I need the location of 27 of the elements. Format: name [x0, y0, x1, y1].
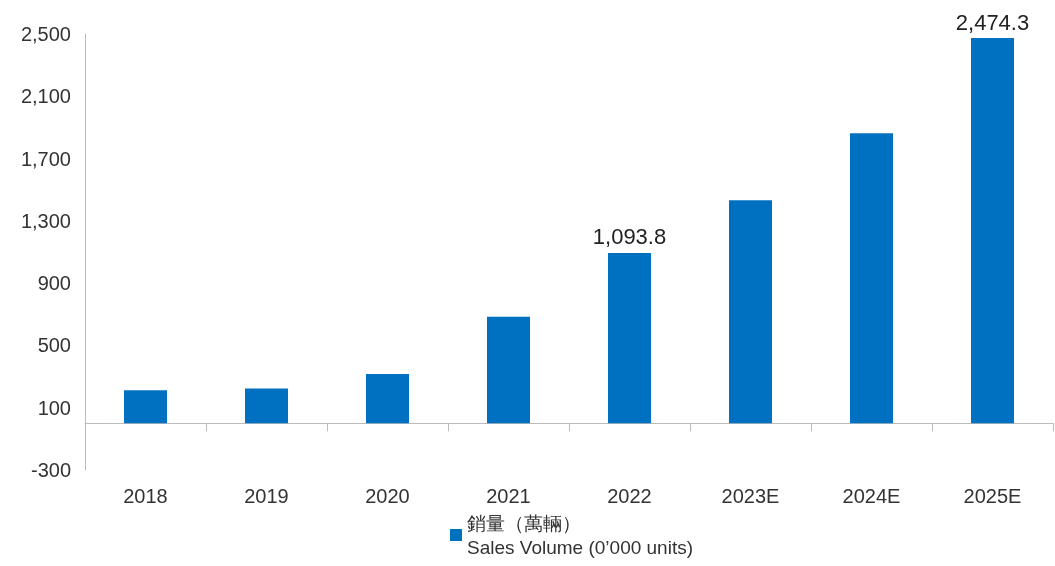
bar: [729, 200, 772, 424]
x-tick-label: 2025E: [963, 485, 1022, 507]
bar: [366, 374, 409, 424]
y-tick-label: 2,100: [20, 85, 71, 108]
y-tick-label: 1,300: [20, 209, 71, 232]
x-tick-label: 2018: [123, 485, 168, 507]
y-tick-label: 900: [37, 272, 71, 295]
data-label: 1,093.8: [592, 224, 667, 250]
legend-label: 銷量（萬輛） Sales Volume (0’000 units): [467, 512, 694, 558]
x-tick-label: 2019: [244, 485, 289, 507]
bar: [608, 252, 651, 424]
y-tick-label: 100: [37, 396, 71, 419]
y-tick-label: 500: [37, 334, 71, 357]
x-tick-label: 2023E: [721, 485, 780, 507]
x-tick-label: 2024E: [842, 485, 901, 507]
bar: [850, 133, 893, 424]
bar: [971, 38, 1014, 424]
x-tick-label: 2021: [486, 485, 531, 507]
bar: [124, 390, 167, 424]
data-label: 2,474.3: [955, 9, 1030, 35]
y-tick-label: 2,500: [20, 23, 71, 45]
bar: [245, 388, 288, 424]
bar: [487, 316, 530, 424]
x-tick-label: 2020: [365, 485, 410, 507]
y-tick-label: 1,700: [20, 147, 71, 170]
x-tick-label: 2022: [607, 485, 652, 507]
y-tick-label: -300: [30, 459, 71, 481]
